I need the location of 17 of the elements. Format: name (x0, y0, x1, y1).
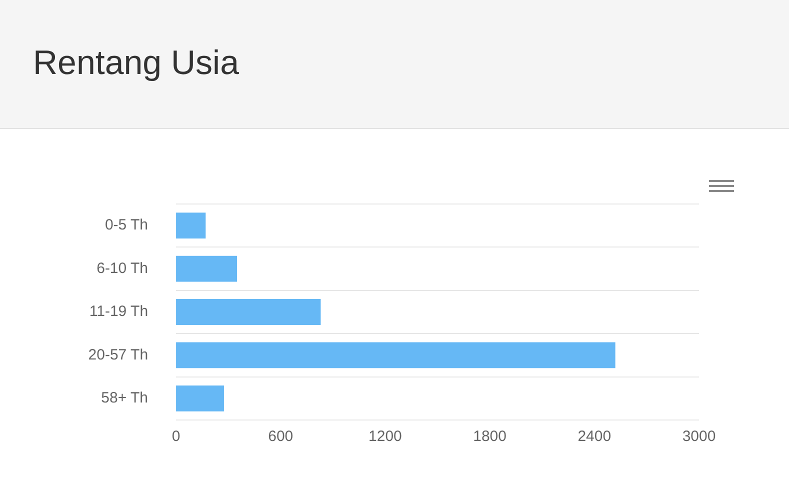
y-tick-label: 11-19 Th (89, 303, 148, 320)
x-tick-label: 0 (172, 428, 180, 446)
y-tick-label: 20-57 Th (88, 346, 148, 364)
y-tick-label: 0-5 Th (104, 216, 148, 234)
bar (176, 299, 321, 325)
y-tick-label: 58+ Th (101, 390, 148, 407)
bar (176, 256, 238, 282)
bar (176, 212, 206, 239)
x-tick-label: 2400 (578, 428, 612, 446)
x-tick-label: 1800 (473, 428, 506, 446)
bar (176, 385, 224, 412)
x-tick-label: 600 (268, 428, 294, 446)
x-tick-label: 1200 (368, 428, 402, 446)
x-tick-label: 3000 (682, 428, 716, 446)
y-tick-label: 6-10 Th (96, 260, 148, 277)
bar (176, 342, 616, 368)
chart-title: Rentang Usia (33, 44, 240, 83)
